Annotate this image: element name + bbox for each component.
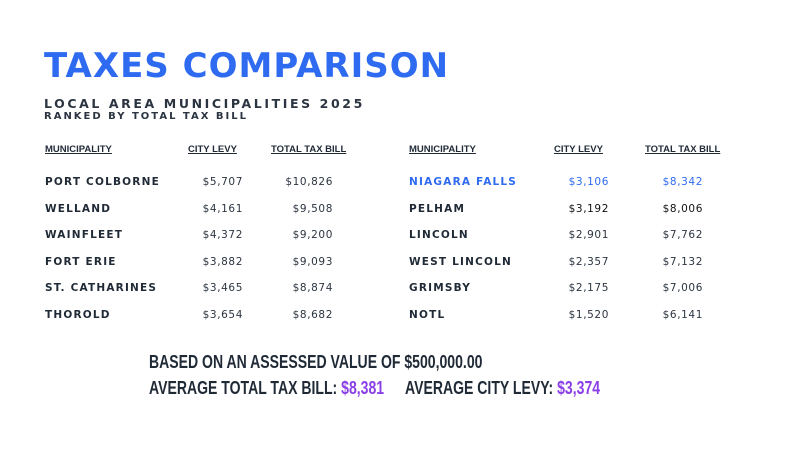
municipality-name: WAINFLEET [45, 229, 124, 242]
city-levy-value: $3,882 [202, 255, 243, 268]
city-levy-value: $3,654 [202, 309, 243, 321]
city-levy-value: $3,465 [202, 282, 243, 295]
municipality-name: WELLAND [45, 202, 112, 215]
city-levy-value: $1,520 [568, 309, 609, 321]
total-tax-bill-value: $9,093 [292, 255, 333, 268]
total-tax-bill-value: $7,006 [662, 282, 703, 295]
municipality-name: PELHAM [409, 202, 466, 215]
municipality-name: NIAGARA FALLS [409, 176, 518, 188]
municipality-name: GRIMSBY [409, 282, 472, 295]
average-total-value: $8,381 [341, 378, 385, 398]
municipality-name: PORT COLBORNE [45, 176, 160, 188]
subtitle-municipalities: LOCAL AREA MUNICIPALITIES 2025 [44, 96, 365, 111]
total-tax-bill-value: $9,508 [292, 202, 333, 215]
header-city-levy: CITY LEVY [188, 144, 237, 155]
total-tax-bill-value: $7,132 [662, 255, 703, 268]
city-levy-value: $2,901 [568, 229, 609, 242]
total-tax-bill-value: $9,200 [292, 229, 333, 242]
average-levy-value: $3,374 [557, 378, 601, 398]
header-total-tax-bill: TOTAL TAX BILL [271, 144, 347, 155]
subtitle-ranking: RANKED BY TOTAL TAX BILL [44, 111, 248, 122]
page-title: TAXES COMPARISON [44, 46, 450, 86]
city-levy-value: $2,175 [568, 282, 609, 295]
municipality-name: FORT ERIE [45, 255, 117, 268]
average-levy-label: AVERAGE CITY LEVY: [405, 378, 558, 398]
average-city-levy: AVERAGE CITY LEVY: $3,374 [405, 378, 600, 399]
city-levy-value: $3,106 [568, 176, 609, 188]
total-tax-bill-value: $8,874 [292, 282, 333, 295]
municipality-name: NOTL [409, 309, 446, 321]
average-total-label: AVERAGE TOTAL TAX BILL: [149, 378, 342, 398]
municipality-name: WEST LINCOLN [409, 255, 513, 268]
header-city-levy: CITY LEVY [554, 144, 603, 155]
city-levy-value: $3,192 [568, 202, 609, 215]
total-tax-bill-value: $8,342 [662, 176, 703, 188]
city-levy-value: $4,161 [202, 202, 243, 215]
total-tax-bill-value: $8,006 [662, 202, 703, 215]
header-total-tax-bill: TOTAL TAX BILL [645, 144, 721, 155]
municipality-name: THOROLD [45, 309, 111, 321]
total-tax-bill-value: $10,826 [285, 176, 333, 188]
average-total-tax-bill: AVERAGE TOTAL TAX BILL: $8,381 [149, 378, 384, 399]
assessed-value-note: BASED ON AN ASSESSED VALUE OF $500,000.0… [149, 352, 483, 372]
municipality-name: LINCOLN [409, 229, 469, 242]
city-levy-value: $5,707 [202, 176, 243, 188]
municipality-name: ST. CATHARINES [45, 282, 158, 295]
total-tax-bill-value: $8,682 [292, 309, 333, 321]
header-municipality: MUNICIPALITY [409, 144, 476, 155]
header-municipality: MUNICIPALITY [45, 144, 112, 155]
total-tax-bill-value: $6,141 [662, 309, 703, 321]
city-levy-value: $4,372 [202, 229, 243, 242]
city-levy-value: $2,357 [568, 255, 609, 268]
total-tax-bill-value: $7,762 [662, 229, 703, 242]
